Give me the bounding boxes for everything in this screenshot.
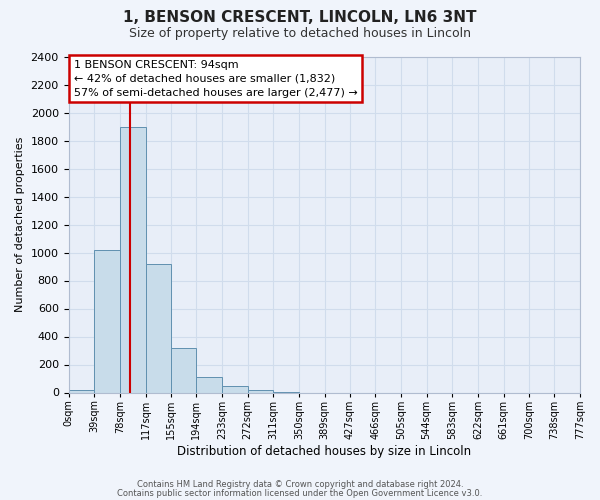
X-axis label: Distribution of detached houses by size in Lincoln: Distribution of detached houses by size … xyxy=(177,444,472,458)
Text: Contains HM Land Registry data © Crown copyright and database right 2024.: Contains HM Land Registry data © Crown c… xyxy=(137,480,463,489)
Text: Size of property relative to detached houses in Lincoln: Size of property relative to detached ho… xyxy=(129,28,471,40)
Bar xyxy=(196,377,222,392)
Bar xyxy=(170,348,196,393)
Text: 1, BENSON CRESCENT, LINCOLN, LN6 3NT: 1, BENSON CRESCENT, LINCOLN, LN6 3NT xyxy=(123,10,477,25)
Bar xyxy=(222,386,248,392)
Bar xyxy=(248,390,273,392)
Text: 1 BENSON CRESCENT: 94sqm
← 42% of detached houses are smaller (1,832)
57% of sem: 1 BENSON CRESCENT: 94sqm ← 42% of detach… xyxy=(74,60,358,98)
Y-axis label: Number of detached properties: Number of detached properties xyxy=(15,137,25,312)
Bar xyxy=(68,390,94,392)
Bar xyxy=(146,264,171,392)
Text: Contains public sector information licensed under the Open Government Licence v3: Contains public sector information licen… xyxy=(118,488,482,498)
Bar xyxy=(94,250,120,392)
Bar xyxy=(120,126,146,392)
